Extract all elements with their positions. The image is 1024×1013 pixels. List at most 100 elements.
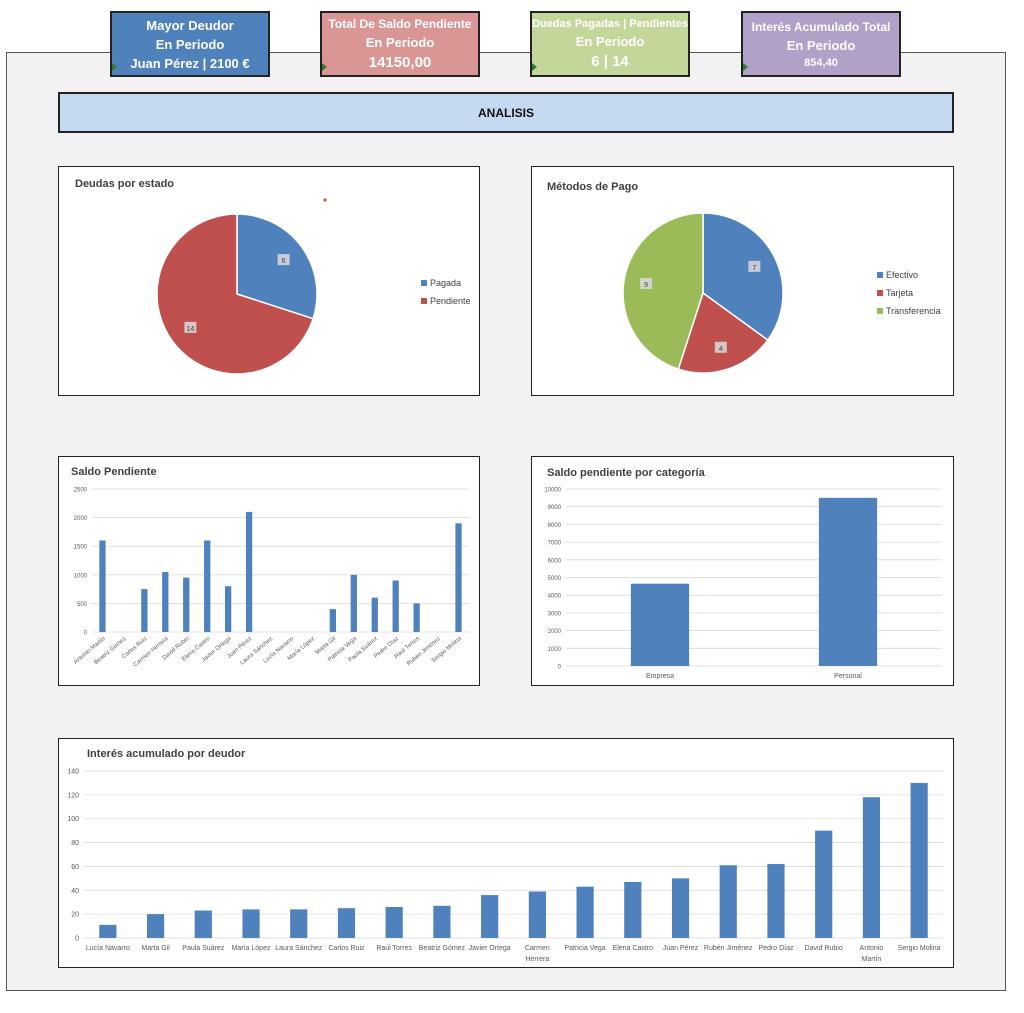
y-tick-label: 1000 (548, 647, 562, 653)
y-tick-label: 0 (558, 665, 562, 671)
kpi-period: En Periodo (575, 34, 645, 49)
pie-chart-deudas: 6 Pagada 14 Pendiente (156, 198, 471, 375)
bar-sergio-molina (455, 523, 462, 632)
y-tick-label: 140 (67, 769, 79, 776)
chart-title: Deudas por estado (75, 178, 175, 190)
kpi-title: Total De Saldo Pendiente (328, 17, 472, 31)
data-label-box (277, 254, 290, 266)
kpi-saldo-pendiente: Total De Saldo Pendiente En Periodo 1415… (320, 11, 480, 77)
bar-paula-suárez (371, 597, 378, 632)
legend-entry: Pendiente (430, 296, 471, 306)
x-tick-label: Laura Sánchez (275, 945, 323, 952)
x-tick-label: Rubén Jiménez (704, 945, 753, 952)
bar-maría-lópez (242, 909, 260, 938)
x-tick-label: Antonio Martín (860, 945, 884, 963)
bar-beatriz-gómez (433, 905, 451, 938)
kpi-mayor-deudor: Mayor Deudor En Periodo Juan Pérez | 210… (110, 11, 270, 77)
bar-david-rubio (183, 577, 190, 632)
bar-javier-ortega (224, 586, 232, 632)
pie-slice-transferencia (622, 212, 704, 371)
y-tick-label: 2500 (74, 488, 88, 494)
data-label-box (640, 277, 653, 289)
chart-panel-saldo-pendiente: Saldo Pendiente 0 500 1000 1500 2000 2500 Anto… (58, 456, 480, 686)
legend-swatch (877, 272, 883, 278)
bar-chart-interes: 0 20 40 60 80 100 120 140 Lucía Navarro Marta Gil… (67, 769, 943, 963)
legend-swatch (421, 298, 427, 304)
bar-raúl-torres (385, 906, 403, 938)
x-tick-label: Raúl Torres (376, 945, 412, 952)
kpi-period: En Periodo (786, 37, 856, 53)
y-tick-label: 2000 (74, 516, 88, 522)
legend-entry: Transferencia (886, 306, 941, 316)
bar-antonio-martín (99, 540, 106, 632)
bar-marta-gil (146, 914, 165, 938)
kpi-interes-acumulado: Interés Acumulado Total En Periodo 854,4… (741, 11, 901, 77)
kpi-title: Interés Acumulado Total (751, 19, 891, 34)
legend-swatch (877, 290, 883, 296)
kpi-value: Juan Pérez | 2100 € (130, 55, 250, 71)
x-tick-label: Personal (834, 673, 862, 680)
pie-slice-efectivo (702, 212, 784, 342)
chart-panel-interes-acumulado: Interés acumulado por deudor 0 20 40 60 80 10… (58, 738, 954, 968)
pie-slice-tarjeta (677, 291, 769, 374)
data-label-box (748, 260, 761, 272)
data-label: 7 (752, 265, 756, 272)
pie-chart-metodos: 7 Efectivo 4 Tarjeta 9 Transferencia (622, 212, 941, 374)
bar-paula-suárez (194, 910, 212, 938)
bar-pedro-díaz (767, 864, 785, 938)
y-tick-label: 7000 (548, 541, 562, 547)
x-tick-label: Lucía Navarro (86, 945, 130, 952)
chart-title: Saldo pendiente por categoría (547, 467, 705, 479)
bar-carlos-ruiz (141, 589, 148, 632)
y-tick-label: 120 (67, 792, 79, 799)
bar-patricia-vega (576, 886, 594, 938)
y-tick-label: 1500 (74, 545, 88, 551)
chart-panel-saldo-por-categoria: Saldo pendiente por categoría 0 1000 2000 3… (531, 456, 954, 686)
legend-entry: Tarjeta (886, 288, 913, 298)
bar-lucía-navarro (99, 924, 117, 938)
x-tick-label: María López (232, 945, 271, 952)
x-tick-label: Sergio Molina (898, 945, 941, 952)
chart-panel-deudas-por-estado: Deudas por estado 6 Pagada 14 Pendiente (58, 166, 480, 396)
y-tick-label: 4000 (548, 594, 562, 600)
data-label: 6 (282, 258, 286, 265)
y-tick-label: 100 (67, 816, 79, 823)
y-tick-label: 10000 (544, 488, 561, 494)
x-tick-label: Empresa (646, 673, 674, 680)
pie-slice-pendiente (156, 213, 315, 375)
x-tick-label: Patricia Vega (564, 945, 605, 952)
kpi-value: 854,40 (804, 56, 838, 69)
data-label-box (714, 341, 727, 353)
y-tick-label: 60 (71, 864, 79, 871)
legend-entry: Pagada (430, 278, 461, 288)
x-tick-label: Carlos Ruiz (328, 945, 365, 952)
kpi-deudas-pagadas-pendientes: Duedas Pagadas | Pendientes En Periodo 6… (530, 11, 690, 77)
bar-sergio-molina (910, 782, 928, 938)
x-tick-label: Elena Castro (613, 945, 654, 952)
chart-title: Saldo Pendiente (71, 466, 157, 478)
x-tick-label: David Rubio (805, 945, 843, 952)
y-tick-label: 9000 (548, 505, 562, 511)
legend-entry: Efectivo (886, 270, 918, 280)
y-tick-label: 0 (75, 936, 79, 943)
bar-laura-sánchez (290, 909, 308, 938)
x-tick-label: Paula Suárez (182, 945, 225, 952)
bar-javier-ortega (481, 895, 499, 938)
analysis-banner: ANALISIS (58, 92, 954, 133)
bar-pedro-díaz (392, 580, 399, 632)
bar-carmen-herrera (528, 891, 546, 938)
x-tick-label: Javier Ortega (469, 945, 511, 952)
kpi-value: 14150,00 (368, 54, 432, 71)
y-tick-label: 6000 (548, 558, 562, 564)
kpi-title: Duedas Pagadas | Pendientes (532, 18, 688, 30)
bar-rubén-jiménez (719, 865, 737, 938)
bar-empresa (630, 583, 690, 666)
x-tick-label: Marta Gil (141, 945, 170, 952)
data-label-box (184, 321, 197, 333)
y-tick-label: 0 (84, 631, 88, 637)
bar-carmen-herrera (162, 571, 169, 632)
chart-title: Interés acumulado por deudor (87, 748, 246, 760)
kpi-period: En Periodo (155, 36, 225, 52)
x-tick-label: Carmen Herrera (525, 945, 550, 963)
